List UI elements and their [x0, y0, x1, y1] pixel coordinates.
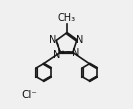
Text: Cl⁻: Cl⁻	[21, 90, 37, 100]
Text: N: N	[72, 48, 80, 58]
Text: CH₃: CH₃	[57, 13, 76, 23]
Text: N: N	[49, 35, 57, 45]
Text: N⁺: N⁺	[53, 50, 66, 60]
Text: N: N	[76, 35, 84, 45]
